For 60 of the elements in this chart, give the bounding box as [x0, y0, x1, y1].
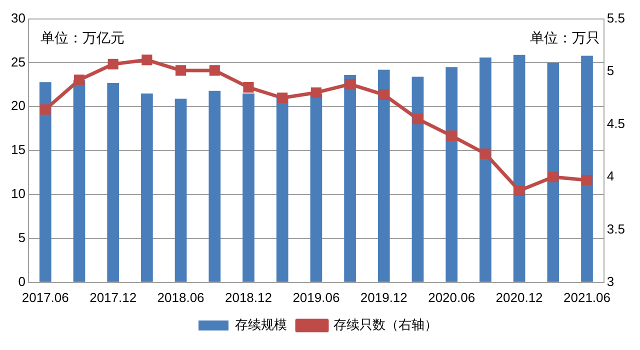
x-tick-label: 2020.06	[428, 290, 476, 305]
x-tick-label: 2019.12	[360, 290, 408, 305]
bar	[174, 98, 187, 282]
y2-tick-label: 5.5	[606, 10, 626, 26]
point	[310, 87, 322, 98]
point	[412, 114, 424, 124]
y2-tick-label: 4.5	[606, 116, 626, 131]
bar	[39, 82, 52, 282]
legend-label: 存续规模	[235, 317, 287, 332]
bar	[412, 76, 424, 282]
y2-tick-label: 3	[606, 274, 614, 289]
x-tick-label: 2021.06	[564, 290, 611, 305]
point	[243, 82, 254, 93]
y2-axis-title: 单位：万只	[530, 30, 600, 46]
point	[344, 78, 356, 90]
x-tick-label: 2017.12	[90, 290, 137, 305]
point	[74, 74, 85, 86]
bar	[344, 75, 356, 282]
x-tick-label: 2019.06	[292, 290, 340, 305]
bar	[513, 54, 526, 282]
point	[108, 58, 118, 70]
point	[277, 92, 288, 104]
y2-tick-label: 5	[606, 63, 614, 78]
bar	[547, 62, 560, 282]
point	[176, 65, 186, 76]
point	[446, 130, 457, 142]
point	[40, 104, 51, 115]
legend-label: 存续只数（右轴）	[334, 317, 438, 332]
bar	[73, 80, 86, 282]
point	[548, 172, 558, 182]
bar	[310, 93, 322, 282]
y-tick-label: 30	[10, 10, 26, 26]
bar	[480, 57, 492, 282]
y-tick-label: 5	[18, 230, 26, 246]
y2-tick-label: 3.5	[606, 221, 626, 236]
x-tick-label: 2017.06	[22, 290, 69, 305]
bar	[446, 67, 458, 282]
point	[480, 148, 491, 160]
point	[582, 174, 592, 186]
bar	[378, 70, 390, 282]
y-axis-title: 单位：万亿元	[40, 30, 124, 46]
x-tick-label: 2018.06	[157, 290, 204, 305]
y-tick-label: 20	[10, 98, 26, 114]
x-tick-label: 2018.12	[224, 290, 272, 305]
point	[209, 65, 220, 76]
y-tick-label: 25	[10, 54, 26, 70]
bar	[208, 90, 221, 282]
bar	[276, 98, 288, 282]
bar	[107, 82, 120, 282]
x-tick-label: 2020.12	[496, 290, 543, 305]
y-tick-label: 0	[18, 274, 26, 289]
point	[514, 185, 525, 196]
bar	[242, 93, 254, 282]
point	[142, 54, 152, 66]
point	[378, 89, 390, 100]
y-tick-label: 10	[10, 186, 26, 202]
y2-tick-label: 4	[606, 168, 614, 184]
y-tick-label: 15	[10, 142, 26, 158]
bar	[141, 93, 153, 282]
bar	[581, 56, 593, 282]
